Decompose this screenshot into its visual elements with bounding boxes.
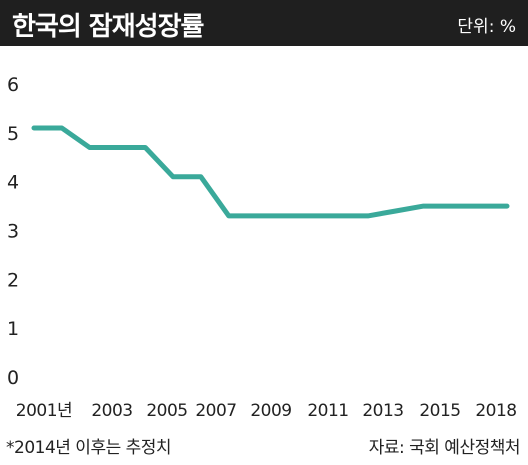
y-tick-label: 0	[7, 367, 19, 389]
y-tick-label: 4	[7, 172, 19, 194]
source-note: 자료: 국회 예산정책처	[368, 438, 521, 458]
estimate-note: *2014년 이후는 추정치	[6, 438, 172, 458]
y-tick-label: 5	[7, 123, 19, 145]
x-tick-label: 2013	[362, 401, 403, 421]
chart-footer: *2014년 이후는 추정치 자료: 국회 예산정책처	[0, 425, 528, 465]
unit-label: 단위: %	[457, 17, 516, 37]
y-tick-label: 2	[7, 269, 19, 291]
line-chart: 0 1 2 3 4 5 6 2001년 2003 2005 2007 2009 2011 2013 2015…	[7, 74, 517, 421]
x-tick-label: 2018	[475, 401, 516, 421]
y-tick-label: 1	[7, 318, 19, 340]
x-tick-label: 2009	[250, 401, 291, 421]
x-tick-label: 2015	[419, 401, 460, 421]
chart-title: 한국의 잠재성장률	[12, 12, 204, 42]
series-line	[31, 125, 510, 219]
x-tick-label: 2011	[307, 401, 348, 421]
y-tick-label: 6	[7, 74, 19, 96]
chart-header: 한국의 잠재성장률 단위: %	[0, 0, 528, 46]
x-tick-label: 2003	[91, 401, 132, 421]
x-tick-label: 2001년	[16, 401, 72, 421]
y-tick-label: 3	[7, 221, 19, 243]
x-tick-label: 2007	[195, 401, 236, 421]
x-tick-label: 2005	[146, 401, 187, 421]
